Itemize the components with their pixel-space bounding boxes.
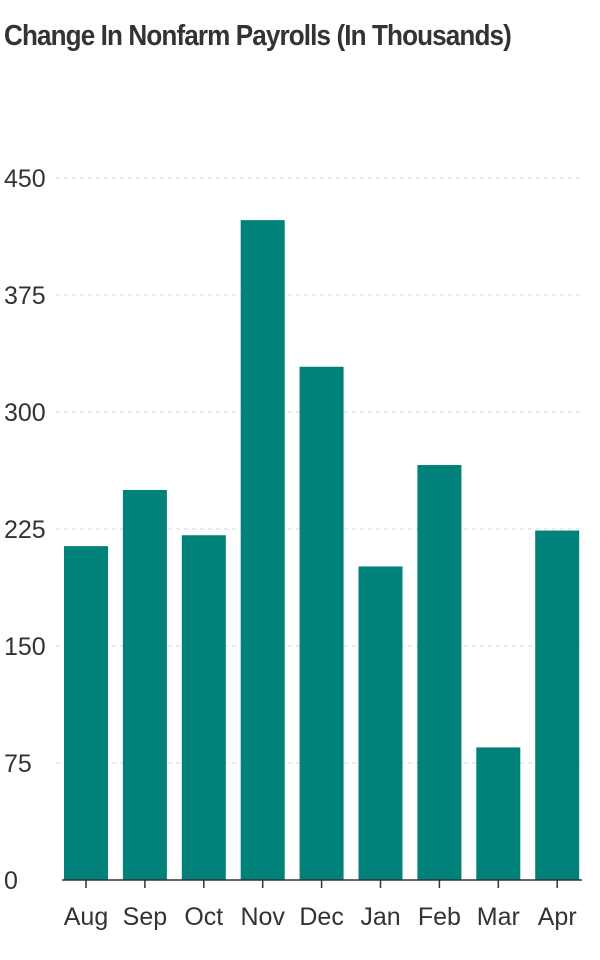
bar-aug <box>64 546 108 880</box>
bar-mar <box>476 747 521 880</box>
bar-feb <box>417 465 462 880</box>
chart-title: Change In Nonfarm Payrolls (In Thousands… <box>4 20 512 52</box>
x-tick-label: Nov <box>240 903 285 931</box>
x-tick-label: Feb <box>418 903 461 931</box>
y-tick-label: 75 <box>4 750 32 778</box>
x-tick-label: Apr <box>538 903 577 931</box>
x-tick-label: Sep <box>123 903 167 931</box>
bars <box>64 220 580 880</box>
x-tick-label: Dec <box>299 903 343 931</box>
y-tick-label: 300 <box>4 399 46 427</box>
y-tick-label: 225 <box>4 516 46 544</box>
x-tick-label: Jan <box>360 903 400 931</box>
x-axis <box>62 879 582 888</box>
y-tick-label: 150 <box>4 633 46 661</box>
x-tick-label: Aug <box>64 903 108 931</box>
x-tick-labels: Aug Sep Oct Nov Dec Jan Feb Mar Apr <box>64 903 577 931</box>
x-tick-label: Oct <box>184 903 223 931</box>
y-tick-label: 375 <box>4 282 46 310</box>
x-tick-label: Mar <box>477 903 520 931</box>
bar-dec <box>299 366 344 880</box>
bar-sep <box>122 490 167 880</box>
bar-oct <box>181 535 226 880</box>
bar-apr <box>535 530 580 880</box>
bar-nov <box>240 220 285 880</box>
bar-jan <box>358 566 403 880</box>
y-tick-label: 0 <box>4 867 18 895</box>
y-tick-label: 450 <box>4 165 46 193</box>
y-tick-labels: 0 75 150 225 300 375 450 <box>4 165 46 895</box>
